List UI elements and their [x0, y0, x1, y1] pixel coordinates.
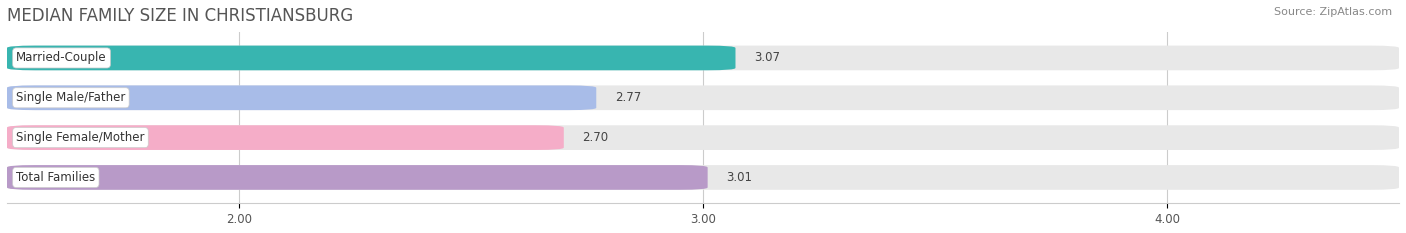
Text: 3.07: 3.07: [754, 51, 780, 65]
FancyBboxPatch shape: [7, 165, 1399, 190]
Text: Source: ZipAtlas.com: Source: ZipAtlas.com: [1274, 7, 1392, 17]
Text: 3.01: 3.01: [727, 171, 752, 184]
Text: Single Male/Father: Single Male/Father: [17, 91, 125, 104]
Text: Single Female/Mother: Single Female/Mother: [17, 131, 145, 144]
FancyBboxPatch shape: [7, 165, 707, 190]
FancyBboxPatch shape: [7, 46, 1399, 70]
FancyBboxPatch shape: [7, 86, 596, 110]
Text: Total Families: Total Families: [17, 171, 96, 184]
FancyBboxPatch shape: [7, 125, 564, 150]
Text: Married-Couple: Married-Couple: [17, 51, 107, 65]
Text: 2.70: 2.70: [582, 131, 609, 144]
Text: 2.77: 2.77: [614, 91, 641, 104]
FancyBboxPatch shape: [7, 125, 1399, 150]
Text: MEDIAN FAMILY SIZE IN CHRISTIANSBURG: MEDIAN FAMILY SIZE IN CHRISTIANSBURG: [7, 7, 353, 25]
FancyBboxPatch shape: [7, 86, 1399, 110]
FancyBboxPatch shape: [7, 46, 735, 70]
